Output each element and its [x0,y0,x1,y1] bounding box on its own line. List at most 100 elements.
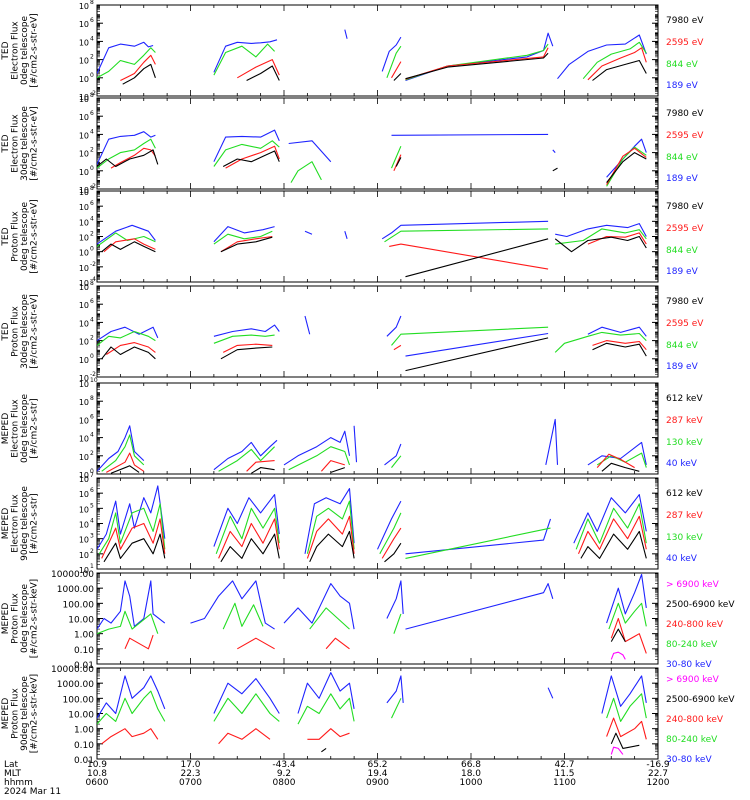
series-line-240-800-kev [610,617,647,654]
y-tick-exponent: 4 [90,128,94,135]
y-axis-label-line: TED [1,134,11,153]
legend-entry: 130 keV [666,438,703,448]
panel-frame [96,572,659,665]
legend-entry: 2595 eV [666,131,704,141]
series-line-189-ev [381,36,402,72]
series-line-7980-ev [220,236,273,253]
y-axis-label-line: [#/cm2-s-str-eV] [30,294,40,369]
y-axis-label-line: [#/cm2-s-str-keV] [30,579,40,658]
series-line-612-kev [110,465,140,474]
y-axis-label: MEPEDElectron Flux90deg telescope[#/cm2-… [1,486,40,561]
y-tick-label: 10 [79,279,89,288]
series-line-7980-ev [246,65,280,81]
legend-entry: 189 eV [666,174,699,184]
series-line-189-ev [391,133,549,136]
series-line-80-240-kev [213,693,280,722]
y-tick-exponent: 0 [90,165,94,172]
y-axis-label-line: 0deg telescope [20,202,30,272]
series-line-40-kev [304,488,355,554]
y-axis-label-line: 30deg telescope [20,106,30,181]
y-axis-label-line: 0deg telescope [20,584,30,654]
legend-entry: 240-800 keV [666,715,724,725]
series-line-7980-ev [405,337,549,372]
series-line-2595-ev [393,154,402,172]
series-line-189-ev [97,41,154,74]
series-line-287-kev [577,515,647,555]
series-line-30-80-kev [283,583,355,630]
series-line-2595-ev [391,61,402,79]
y-axis-label-line: MEPED [1,413,11,445]
series-line-287-kev [320,460,345,472]
legend-entry: 30-80 keV [666,755,712,765]
panel-frame [96,477,659,570]
series-line-7980-ev [101,346,156,360]
series-line-30-80-kev [297,672,355,714]
y-tick-label: 10 [79,380,89,389]
y-tick-label: 100.00 [63,695,95,705]
series-line-189-ev [213,226,275,243]
series-line-189-ev [304,230,313,235]
series-line-844-ev [97,138,156,169]
y-axis-label-line: MEPED [1,698,11,730]
y-tick-exponent: 6 [90,17,94,24]
y-tick-exponent: 3 [90,533,94,540]
series-line-189-ev [213,129,280,162]
legend-entry: 2500-6900 keV [666,600,735,610]
series-line-844-ev [391,326,549,346]
x-tick-lat: 42.7 [554,760,574,770]
series-line-612-kev [309,530,355,563]
series-line-7980-ev [405,52,549,80]
series-line-612-kev [601,462,640,472]
series-line-189-ev [213,39,278,73]
y-tick-exponent: -2 [90,90,96,97]
y-tick-label: 10 [79,374,89,383]
y-tick-label: 10 [79,95,89,104]
series-line-189-ev [555,223,647,238]
series-line-612-kev [580,530,647,559]
series-line-40-kev [405,518,552,555]
series-line-189-ev [587,326,647,337]
y-tick-exponent: 7 [90,472,94,479]
y-tick-exponent: 6 [90,298,94,305]
y-tick-exponent: 5 [90,502,94,509]
y-tick-exponent: -2 [90,183,96,190]
panel-frame [96,97,659,190]
y-tick-exponent: 1 [90,563,94,570]
series-line-30-80-kev [547,687,554,699]
y-tick-exponent: -4 [90,276,96,283]
y-axis-label-line: 90deg telescope [20,486,30,561]
series-line-2500-6900-kev [321,747,327,753]
y-tick-exponent: -2 [90,371,96,378]
y-tick-label: 1000.00 [57,585,94,595]
y-tick-exponent: 6 [90,413,94,420]
series-line-80-240-kev [222,602,264,630]
legend-entry: 844 eV [666,60,699,70]
series-line-189-ev [213,324,280,337]
y-tick-label: 0.10 [74,741,94,751]
series-line-30-80-kev [386,675,404,704]
panel-frame [96,285,659,378]
series-line-40-kev [587,441,647,466]
series-line-2595-ev [120,54,156,81]
y-tick-label: 10 [79,475,89,484]
series-line-130-kev [575,503,647,550]
series-line-40-kev [353,425,358,463]
y-tick-label: 10 [79,338,89,347]
x-tick-hhmm: 0800 [273,778,296,788]
legend-entry: 80-240 keV [666,640,718,650]
series-line-7980-ev [393,73,402,81]
y-tick-label: 10 [79,150,89,159]
panel-frame [96,190,659,283]
legend-entry: 2595 eV [666,319,704,329]
legend-entry: 7980 eV [666,202,704,212]
y-tick-label: 10 [79,356,89,365]
series-line-7980-ev [554,235,647,253]
y-axis-label: TEDElectron Flux0deg telescope[#/cm2-s-s… [1,13,40,88]
series-line-2595-ev [237,59,280,79]
y-tick-label: 0.01 [74,661,94,671]
series-line-2595-ev [225,145,280,169]
series-line-2595-ev [405,47,549,80]
series-line-189-ev [381,220,549,240]
